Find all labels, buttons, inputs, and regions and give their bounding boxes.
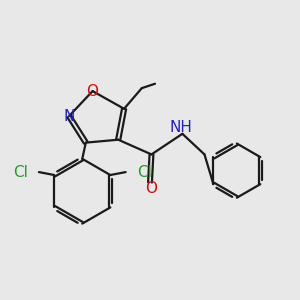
Text: O: O xyxy=(87,84,99,99)
Text: O: O xyxy=(146,182,158,196)
Text: Cl: Cl xyxy=(137,165,152,180)
Text: NH: NH xyxy=(169,120,192,135)
Text: Cl: Cl xyxy=(13,165,28,180)
Text: N: N xyxy=(63,109,75,124)
